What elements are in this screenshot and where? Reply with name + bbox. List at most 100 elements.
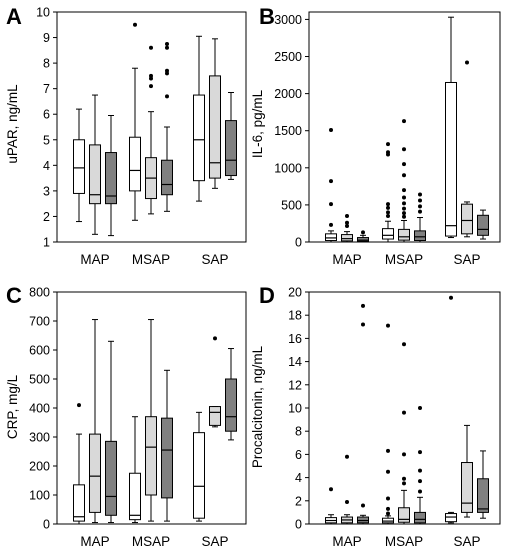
box-iqr <box>209 406 221 426</box>
y-tick-label: 20 <box>288 286 302 300</box>
y-tick-label: 700 <box>29 315 50 329</box>
box-iqr <box>461 462 473 513</box>
box-plot <box>145 45 157 215</box>
y-tick-label: 5 <box>43 133 50 147</box>
x-category-label: MSAP <box>385 252 423 267</box>
panel-c: C CRP, mg/L 0 100 200 300 400 500 600 700 800 MAP… <box>5 283 247 549</box>
outlier-point <box>149 73 153 78</box>
y-tick-label: 12 <box>288 378 302 392</box>
box-plot <box>193 35 205 202</box>
outlier-point <box>402 476 406 481</box>
box-plot <box>445 295 457 524</box>
outlier-point <box>402 211 406 216</box>
y-tick-label: 500 <box>29 373 50 387</box>
outlier-point <box>77 403 81 408</box>
y-axis-title: CRP, mg/L <box>5 374 20 439</box>
outlier-point <box>361 322 365 327</box>
outlier-point <box>418 479 422 484</box>
y-tick-label: 0 <box>43 518 50 532</box>
box-iqr <box>73 139 85 194</box>
y-tick-label: 4 <box>295 471 302 485</box>
y-tick-label: 600 <box>29 344 50 358</box>
box-plot <box>105 340 117 524</box>
y-tick-label: 9 <box>43 31 50 45</box>
box-iqr <box>325 233 337 242</box>
outlier-point <box>386 205 390 210</box>
outlier-point <box>402 162 406 167</box>
box-plot <box>325 127 337 243</box>
outlier-point <box>386 496 390 501</box>
outlier-point <box>386 323 390 328</box>
outlier-point <box>402 173 406 178</box>
outlier-point <box>345 224 349 229</box>
outlier-point <box>329 179 333 184</box>
box-iqr <box>193 94 205 182</box>
panel-a: A uPAR, ng/mL 1 2 3 4 5 6 7 8 9 10 MAP MSAP SAP <box>5 4 247 267</box>
outlier-point <box>402 410 406 415</box>
box-iqr <box>477 214 489 236</box>
outlier-point <box>165 68 169 73</box>
x-category-label: MSAP <box>132 534 170 549</box>
box-plot <box>145 319 157 522</box>
box-plot <box>477 450 489 519</box>
outlier-point <box>345 499 349 504</box>
outlier-point <box>402 147 406 152</box>
outlier-point <box>329 487 333 492</box>
y-tick-label: 100 <box>29 489 50 503</box>
outlier-point <box>149 45 153 50</box>
box-iqr <box>461 203 473 235</box>
box-plot <box>73 108 85 223</box>
box-plot <box>209 38 221 189</box>
outlier-point <box>418 450 422 455</box>
box-iqr <box>398 507 410 523</box>
box-plot <box>225 92 237 180</box>
box-iqr <box>129 472 141 521</box>
outlier-point <box>402 481 406 486</box>
box-plot <box>129 416 141 524</box>
outlier-point <box>402 119 406 124</box>
outlier-point <box>361 230 365 235</box>
box-plot <box>209 336 221 428</box>
outlier-point <box>386 210 390 215</box>
box-plot <box>325 487 337 525</box>
outlier-point <box>418 406 422 410</box>
y-tick-label: 8 <box>43 57 50 71</box>
outlier-point <box>329 127 333 132</box>
y-tick-label: 1500 <box>274 124 302 138</box>
outlier-point <box>418 468 422 473</box>
outlier-point <box>402 195 406 200</box>
outlier-point <box>465 60 469 65</box>
box-plot <box>161 369 173 522</box>
y-tick-label: 3000 <box>274 13 302 27</box>
outlier-point <box>449 295 453 300</box>
outlier-point <box>361 503 365 508</box>
y-tick-label: 2 <box>295 494 302 508</box>
box-plot <box>461 424 473 518</box>
y-tick-label: 7 <box>43 82 50 96</box>
y-tick-label: 3 <box>43 184 50 198</box>
outlier-point <box>149 84 153 89</box>
outlier-point <box>386 214 390 219</box>
outlier-point <box>345 214 349 219</box>
box-plot <box>461 60 473 238</box>
box-plot <box>105 115 117 237</box>
outlier-point <box>361 303 365 308</box>
y-tick-label: 1000 <box>274 161 302 175</box>
y-tick-label: 400 <box>29 402 50 416</box>
outlier-point <box>213 336 217 341</box>
outlier-point <box>418 209 422 214</box>
box-plot <box>382 323 394 525</box>
box-plot <box>414 406 426 525</box>
outlier-point <box>418 192 422 197</box>
x-category-label: SAP <box>201 252 228 267</box>
panel-d: D Procalcitonin, ng/mL 0 2 4 6 8 10 12 14 16 18 20… <box>250 283 501 549</box>
outlier-point <box>329 222 333 227</box>
box-iqr <box>105 152 117 205</box>
panel-letter: C <box>6 283 22 308</box>
box-iqr <box>145 416 157 496</box>
box-iqr <box>477 478 489 513</box>
box-iqr <box>445 81 457 237</box>
y-tick-label: 6 <box>295 448 302 462</box>
outlier-point <box>402 188 406 193</box>
